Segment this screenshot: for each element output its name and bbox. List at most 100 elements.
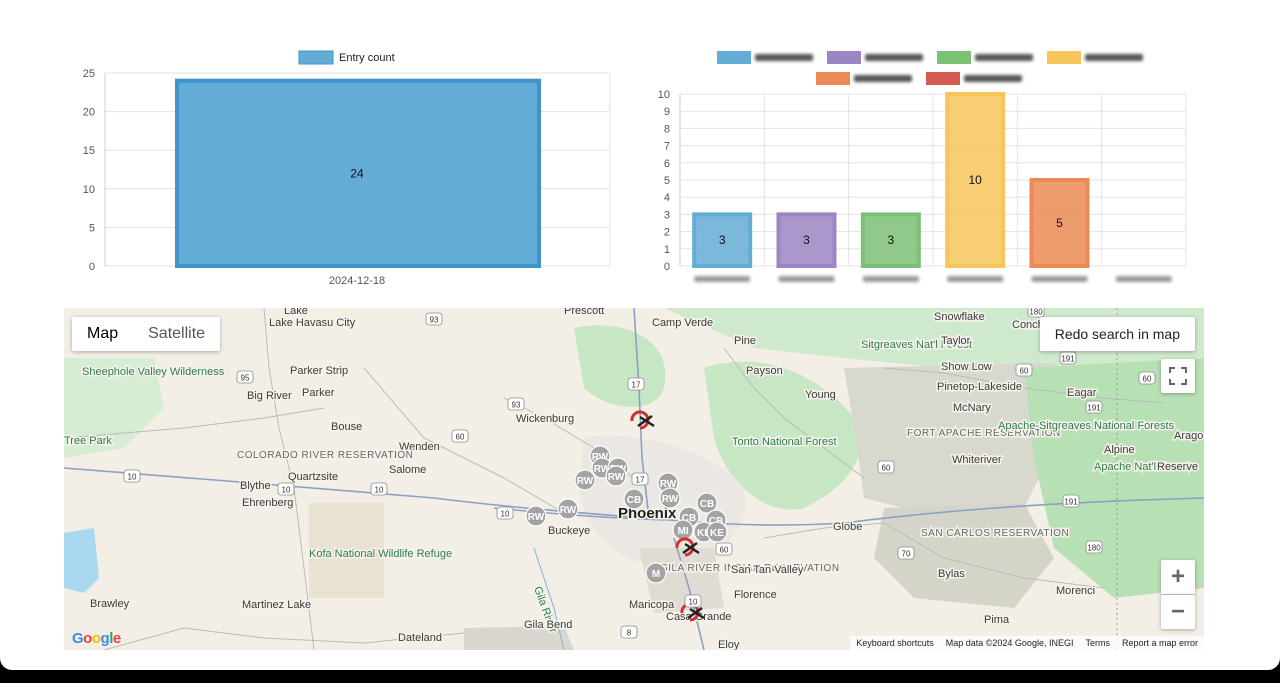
place-pine: Pine (734, 335, 756, 347)
map-marker[interactable]: KE (706, 521, 728, 543)
redo-search-button[interactable]: Redo search in map (1039, 317, 1195, 351)
legend-label[interactable] (1085, 54, 1143, 61)
fullscreen-button[interactable] (1161, 359, 1195, 393)
place-apache-sitgreaves: Apache-Sitgreaves National Forests (998, 420, 1175, 432)
place-bouse: Bouse (331, 421, 362, 433)
place-prescott: Prescott (564, 308, 604, 317)
zoom-in-button[interactable]: + (1161, 560, 1195, 594)
place-brawley: Brawley (90, 598, 130, 610)
svg-text:CB: CB (627, 495, 641, 506)
legend-label[interactable] (755, 54, 813, 61)
legend-swatch[interactable] (816, 72, 850, 85)
map-marker[interactable]: RW (605, 465, 627, 487)
map-type-map-button[interactable]: Map (87, 325, 119, 342)
legend-swatch[interactable] (937, 51, 971, 64)
terms-link[interactable]: Terms (1085, 638, 1110, 648)
svg-text:RW: RW (560, 505, 577, 516)
y-tick-label: 9 (664, 106, 670, 118)
route-shield-icon: 93 (425, 312, 443, 326)
bar[interactable] (175, 78, 541, 268)
road (64, 407, 325, 439)
svg-text:70: 70 (902, 550, 911, 559)
legend-swatch[interactable] (717, 51, 751, 64)
map-marker[interactable]: RW (574, 469, 596, 491)
map-marker[interactable]: M (645, 562, 667, 584)
category-chart: 0 1 2 3 4 5 6 7 8 9 10 3 3 3 10 5 (658, 51, 1187, 282)
map[interactable]: Lake Lake Havasu City Prescott Camp Verd… (64, 308, 1204, 650)
y-tick-label: 0 (664, 261, 670, 273)
legend-label[interactable] (964, 75, 1022, 82)
svg-text:17: 17 (636, 476, 645, 485)
x-tick-label (694, 276, 751, 282)
route-shield-icon: 93 (507, 397, 525, 411)
x-tick-label (1115, 276, 1172, 282)
svg-text:191: 191 (1064, 498, 1078, 507)
place-pima: Pima (984, 614, 1010, 626)
svg-text:RW: RW (660, 479, 677, 490)
legend-swatch[interactable] (827, 51, 861, 64)
road (263, 308, 315, 650)
legend-swatch[interactable] (926, 72, 960, 85)
place-gila-reservation: GILA RIVER INDIAN RESERVATION (660, 563, 840, 574)
svg-text:RW: RW (608, 472, 625, 483)
zoom-out-button[interactable]: − (1161, 595, 1195, 629)
bar[interactable] (860, 212, 921, 268)
svg-text:60: 60 (720, 546, 729, 555)
route-shield-icon: 191 (1085, 400, 1103, 414)
place-colorado-river: COLORADO RIVER RESERVATION (237, 450, 413, 461)
place-sitgreaves: Sitgreaves Nat'l Forest (861, 339, 972, 351)
legend-label[interactable] (975, 54, 1033, 61)
route-shield-icon: 10 (123, 469, 141, 483)
legend-label[interactable] (865, 54, 923, 61)
y-tick-label: 0 (89, 261, 95, 273)
x-tick-label (778, 276, 835, 282)
svg-text:RW: RW (592, 452, 609, 463)
place-kofa: Kofa National Wildlife Refuge (309, 548, 452, 560)
svg-text:17: 17 (632, 381, 641, 390)
bar[interactable] (776, 212, 837, 268)
route-shield-icon: 70 (897, 546, 915, 560)
keyboard-shortcuts-link[interactable]: Keyboard shortcuts (856, 638, 934, 648)
svg-text:180: 180 (1029, 308, 1043, 317)
place-alpine: Alpine (1104, 444, 1135, 456)
map-type-satellite-button[interactable]: Satellite (148, 325, 206, 342)
brand-marker-icon[interactable] (675, 537, 700, 557)
route-shield-icon: 60 (715, 542, 733, 556)
route-shield-icon: 191 (1059, 351, 1077, 365)
route-shield-icon: 10 (496, 506, 514, 520)
map-data-attribution: Map data ©2024 Google, INEGI (945, 638, 1074, 648)
interstate-8 (673, 537, 705, 650)
map-marker[interactable]: RW (557, 498, 579, 520)
map-marker[interactable]: RW (659, 487, 681, 509)
svg-text:10: 10 (375, 486, 384, 495)
y-tick-label: 10 (83, 184, 95, 196)
bar[interactable] (945, 92, 1006, 268)
svg-text:10: 10 (282, 486, 291, 495)
map-marker[interactable]: RW (525, 505, 547, 527)
bar[interactable] (1029, 178, 1090, 268)
place-wenden: Wenden (399, 441, 440, 453)
place-blythe: Blythe (240, 480, 271, 492)
svg-text:10: 10 (128, 473, 137, 482)
x-tick-label (947, 276, 1004, 282)
map-marker[interactable]: MI (672, 519, 694, 541)
map-marker[interactable]: CB (696, 492, 718, 514)
map-marker[interactable]: CB (623, 488, 645, 510)
route-shield-icon: 191 (1062, 494, 1080, 508)
map-canvas[interactable]: Lake Lake Havasu City Prescott Camp Verd… (64, 308, 1204, 650)
legend-label[interactable]: Entry count (339, 52, 395, 64)
legend-swatch[interactable] (298, 50, 334, 65)
place-show-low: Show Low (941, 361, 992, 373)
y-tick-label: 1 (664, 244, 670, 256)
road (763, 522, 1105, 589)
place-ehrenberg: Ehrenberg (242, 497, 293, 509)
place-morenci: Morenci (1056, 585, 1095, 597)
legend-label[interactable] (854, 75, 912, 82)
bar[interactable] (692, 212, 753, 268)
place-taylor: Taylor (941, 335, 971, 347)
report-error-link[interactable]: Report a map error (1121, 638, 1198, 648)
forest-area (574, 325, 666, 407)
brand-marker-icon[interactable] (630, 410, 655, 430)
legend-swatch[interactable] (1047, 51, 1081, 64)
road (883, 367, 1165, 404)
